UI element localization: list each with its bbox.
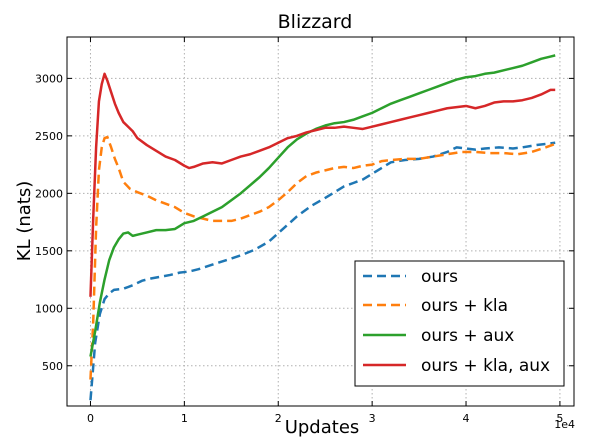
legend-label-ours-kla: ours + kla — [421, 296, 508, 316]
grid — [67, 37, 574, 406]
y-tick-label: 2500 — [35, 130, 63, 143]
legend-label-ours-aux: ours + aux — [421, 326, 514, 346]
y-tick-label: 2000 — [35, 187, 63, 200]
y-tick-label: 1000 — [35, 302, 63, 315]
x-tick-label: 4 — [463, 412, 470, 425]
y-axis-label: KL (nats) — [14, 181, 35, 261]
legend-entry-ours: ours — [363, 267, 458, 287]
series-line-ours-kla-aux — [89, 72, 556, 297]
legend-entry-ours-aux: ours + aux — [363, 326, 514, 346]
legend: ours ours + kla ours + aux ours + kla, a… — [354, 260, 565, 387]
legend-entry-ours-kla-aux: ours + kla, aux — [363, 356, 550, 376]
legend-label-ours: ours — [421, 267, 458, 287]
series-line-ours — [89, 141, 556, 401]
x-tick-label: 2 — [275, 412, 282, 425]
x-tick-label: 1 — [181, 412, 188, 425]
x-axis-multiplier: 1e4 — [554, 418, 575, 431]
chart-title: Blizzard — [278, 11, 353, 33]
legend-label-ours-kla-aux: ours + kla, aux — [421, 356, 550, 376]
y-tick-label: 1500 — [35, 245, 63, 258]
legend-entry-ours-kla: ours + kla — [363, 296, 508, 316]
series-line-ours-kla — [89, 135, 556, 380]
axis-ticks: 0 1 2 3 4 5 500 1000 1500 2000 2500 3000 — [35, 37, 574, 425]
series-line-ours-aux — [89, 54, 556, 357]
x-tick-label: 0 — [87, 412, 94, 425]
x-tick-label: 3 — [369, 412, 376, 425]
series-group — [89, 54, 556, 401]
y-tick-label: 3000 — [35, 72, 63, 85]
x-axis-label: Updates — [285, 417, 360, 438]
plot-frame — [66, 36, 575, 407]
x-tick-label: 5 — [556, 412, 563, 425]
y-tick-label: 500 — [42, 360, 63, 373]
